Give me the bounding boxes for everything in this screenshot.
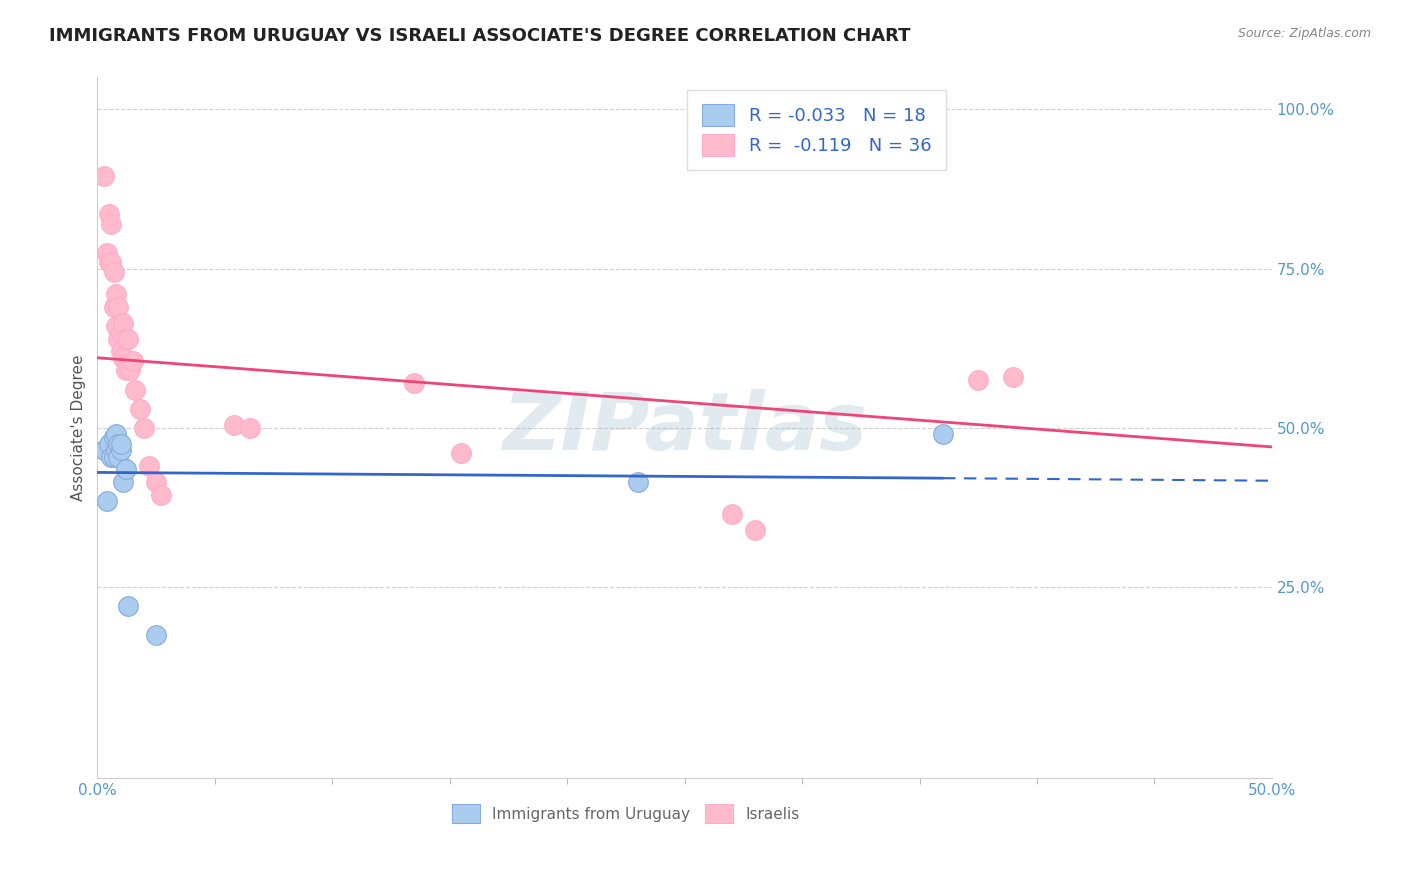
Point bbox=[967, 373, 990, 387]
Point bbox=[932, 427, 955, 442]
Point bbox=[117, 332, 139, 346]
Point bbox=[93, 169, 115, 184]
Point bbox=[117, 599, 139, 614]
Point bbox=[627, 475, 650, 489]
Point bbox=[105, 287, 128, 301]
Point bbox=[105, 443, 128, 458]
Point bbox=[103, 300, 125, 314]
Point bbox=[100, 450, 122, 464]
Point bbox=[110, 436, 132, 450]
Point bbox=[149, 488, 172, 502]
Point bbox=[145, 475, 167, 489]
Legend: Immigrants from Uruguay, Israelis: Immigrants from Uruguay, Israelis bbox=[441, 794, 810, 834]
Point bbox=[145, 628, 167, 642]
Point bbox=[112, 351, 135, 365]
Point bbox=[404, 376, 426, 391]
Point bbox=[107, 300, 129, 314]
Point bbox=[114, 332, 136, 346]
Point bbox=[103, 450, 125, 464]
Point bbox=[222, 417, 245, 432]
Point bbox=[110, 326, 132, 340]
Point bbox=[96, 245, 118, 260]
Point bbox=[110, 344, 132, 359]
Point bbox=[98, 207, 121, 221]
Point bbox=[100, 255, 122, 269]
Point bbox=[100, 217, 122, 231]
Point bbox=[450, 446, 472, 460]
Y-axis label: Associate's Degree: Associate's Degree bbox=[72, 355, 86, 501]
Point bbox=[114, 462, 136, 476]
Point bbox=[112, 475, 135, 489]
Point bbox=[105, 318, 128, 333]
Point bbox=[121, 354, 143, 368]
Text: ZIPatlas: ZIPatlas bbox=[502, 389, 868, 467]
Point bbox=[103, 430, 125, 444]
Text: Source: ZipAtlas.com: Source: ZipAtlas.com bbox=[1237, 27, 1371, 40]
Point bbox=[93, 443, 115, 458]
Point bbox=[107, 332, 129, 346]
Point bbox=[98, 436, 121, 450]
Point bbox=[107, 436, 129, 450]
Point bbox=[239, 421, 262, 435]
Point bbox=[138, 458, 160, 473]
Point bbox=[720, 507, 742, 521]
Point bbox=[96, 494, 118, 508]
Point bbox=[120, 363, 142, 377]
Point bbox=[103, 265, 125, 279]
Point bbox=[128, 401, 150, 416]
Point bbox=[124, 383, 146, 397]
Point bbox=[134, 421, 156, 435]
Point bbox=[107, 450, 129, 464]
Text: IMMIGRANTS FROM URUGUAY VS ISRAELI ASSOCIATE'S DEGREE CORRELATION CHART: IMMIGRANTS FROM URUGUAY VS ISRAELI ASSOC… bbox=[49, 27, 911, 45]
Point bbox=[1002, 369, 1025, 384]
Point bbox=[105, 427, 128, 442]
Point bbox=[112, 316, 135, 330]
Point bbox=[117, 357, 139, 371]
Point bbox=[744, 523, 766, 537]
Point bbox=[98, 255, 121, 269]
Point bbox=[110, 443, 132, 458]
Point bbox=[114, 363, 136, 377]
